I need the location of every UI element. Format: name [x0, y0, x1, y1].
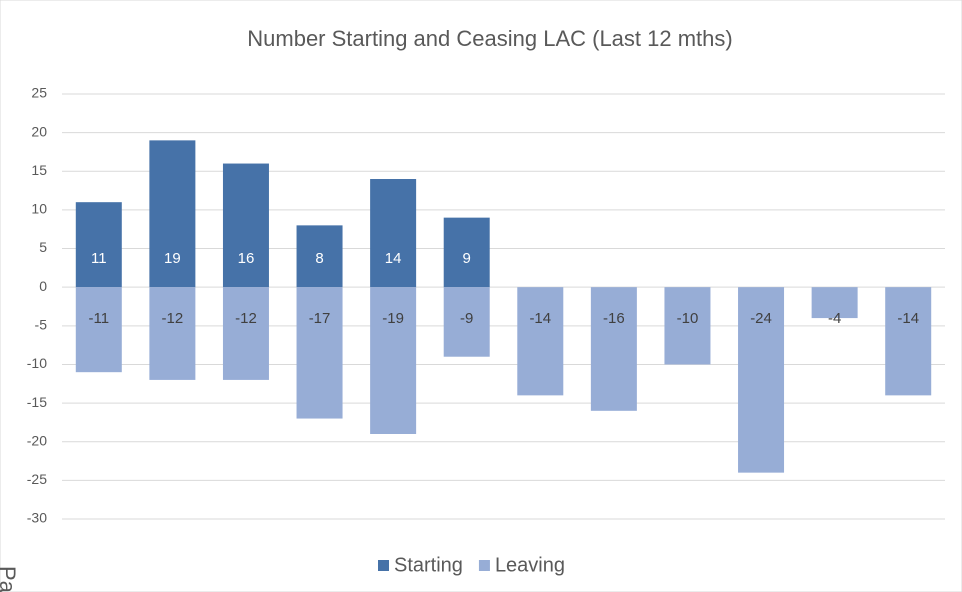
data-label: -16: [603, 310, 625, 327]
bar: [664, 287, 711, 365]
y-tick-label: -25: [27, 471, 47, 487]
data-label: -11: [89, 310, 110, 327]
y-tick-label: -30: [27, 510, 47, 526]
side-text: Pa: [0, 566, 20, 592]
bar: [296, 287, 343, 419]
bar: [443, 287, 490, 357]
data-label: 11: [91, 250, 107, 267]
bar: [370, 287, 417, 434]
data-label: 14: [385, 250, 402, 267]
bar: [590, 287, 637, 411]
bar: [149, 287, 196, 380]
bar: [296, 225, 343, 288]
data-label: 8: [315, 250, 323, 267]
y-tick-label: 5: [39, 239, 47, 255]
y-tick-label: 15: [31, 162, 47, 178]
bar: [370, 179, 417, 288]
bar: [885, 287, 932, 396]
bar: [75, 202, 122, 288]
bar: [443, 217, 490, 288]
y-tick-label: -10: [27, 355, 47, 371]
y-tick-label: 10: [31, 201, 47, 217]
data-label: -14: [529, 310, 551, 327]
data-label: -24: [750, 310, 772, 327]
data-label: -17: [309, 310, 331, 327]
bar: [149, 140, 196, 288]
data-label: -4: [828, 310, 841, 327]
y-tick-label: -15: [27, 394, 47, 410]
legend-label: Starting: [394, 554, 463, 576]
data-label: 19: [164, 250, 181, 267]
data-label: -10: [677, 310, 699, 327]
legend-swatch: [478, 560, 490, 571]
y-tick-label: -20: [27, 432, 47, 448]
data-label: 9: [463, 250, 471, 267]
chart-title: Number Starting and Ceasing LAC (Last 12…: [247, 26, 732, 51]
legend-swatch: [378, 560, 389, 571]
bar: [222, 163, 269, 288]
data-label: -14: [897, 310, 919, 327]
y-tick-label: 0: [39, 278, 47, 294]
bar: [222, 287, 269, 380]
bar: [75, 287, 122, 373]
bar: [811, 287, 858, 319]
data-label: -19: [382, 310, 404, 327]
bar: [517, 287, 564, 396]
y-tick-label: 20: [31, 123, 47, 139]
legend-label: Leaving: [495, 554, 565, 576]
data-label: -12: [235, 310, 257, 327]
y-tick-label: -5: [35, 317, 48, 333]
data-label: 16: [238, 250, 255, 267]
data-label: -9: [460, 310, 473, 327]
y-tick-label: 25: [31, 85, 47, 101]
data-label: -12: [162, 310, 184, 327]
bar: [738, 287, 785, 473]
